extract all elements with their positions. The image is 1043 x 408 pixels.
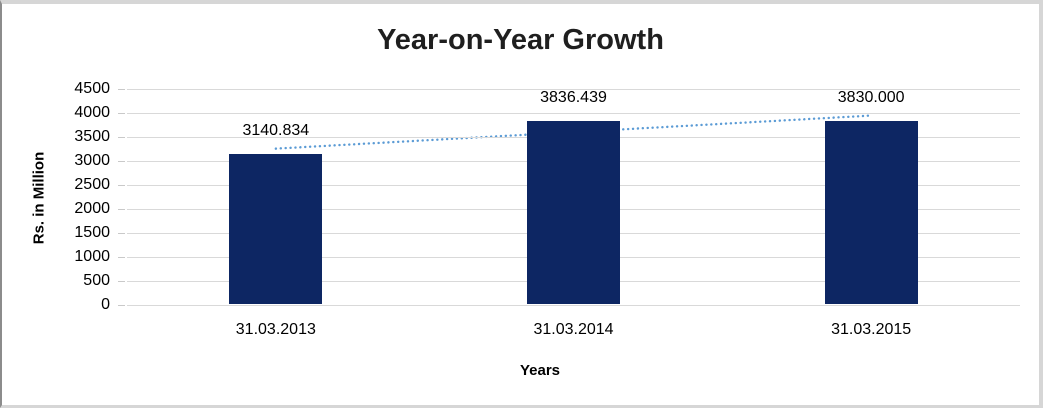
data-label-31.03.2013: 3140.834 [242, 122, 310, 140]
plot-area: 0 500 1000 1500 2000 2500 3000 3500 4000 4500 3140… [74, 81, 1020, 338]
x-category-label-31.03.2015: 31.03.2015 [831, 321, 912, 338]
y-tick-mark [118, 136, 125, 138]
y-tick-mark [118, 88, 125, 90]
y-tick-label-0: 0 [101, 296, 110, 313]
y-tick-mark [118, 232, 125, 234]
y-tick-mark [118, 112, 125, 114]
gridline-0 [127, 304, 1020, 306]
gridline-4500 [127, 88, 1020, 90]
y-tick-label-500: 500 [83, 272, 110, 289]
y-tick-mark [118, 208, 125, 210]
y-tick-mark [118, 304, 125, 306]
y-tick-label-3500: 3500 [74, 128, 110, 145]
y-tick-mark [118, 160, 125, 162]
y-tick-label-1000: 1000 [74, 248, 110, 265]
y-tick-label-2500: 2500 [74, 176, 110, 193]
x-category-label-31.03.2013: 31.03.2013 [235, 321, 316, 338]
x-category-label-31.03.2014: 31.03.2014 [533, 321, 614, 338]
data-label-31.03.2014: 3836.439 [540, 88, 607, 106]
y-tick-mark [118, 280, 125, 282]
y-tick-mark [118, 184, 125, 186]
y-tick-label-2000: 2000 [74, 200, 110, 217]
gridline-4000 [127, 112, 1020, 114]
x-axis-title: Years [519, 362, 561, 379]
y-tick-label-3000: 3000 [74, 152, 110, 169]
y-tick-mark [118, 256, 125, 258]
bar-31.03.2015 [824, 121, 918, 304]
y-tick-label-4500: 4500 [74, 80, 110, 97]
bar-31.03.2014 [527, 120, 620, 304]
y-tick-label-4000: 4000 [74, 104, 110, 121]
chart-title: Year-on-Year Growth [377, 24, 664, 56]
bar-31.03.2013 [229, 154, 323, 304]
data-label-31.03.2015: 3830.000 [837, 89, 905, 107]
y-tick-label-1500: 1500 [74, 224, 110, 241]
